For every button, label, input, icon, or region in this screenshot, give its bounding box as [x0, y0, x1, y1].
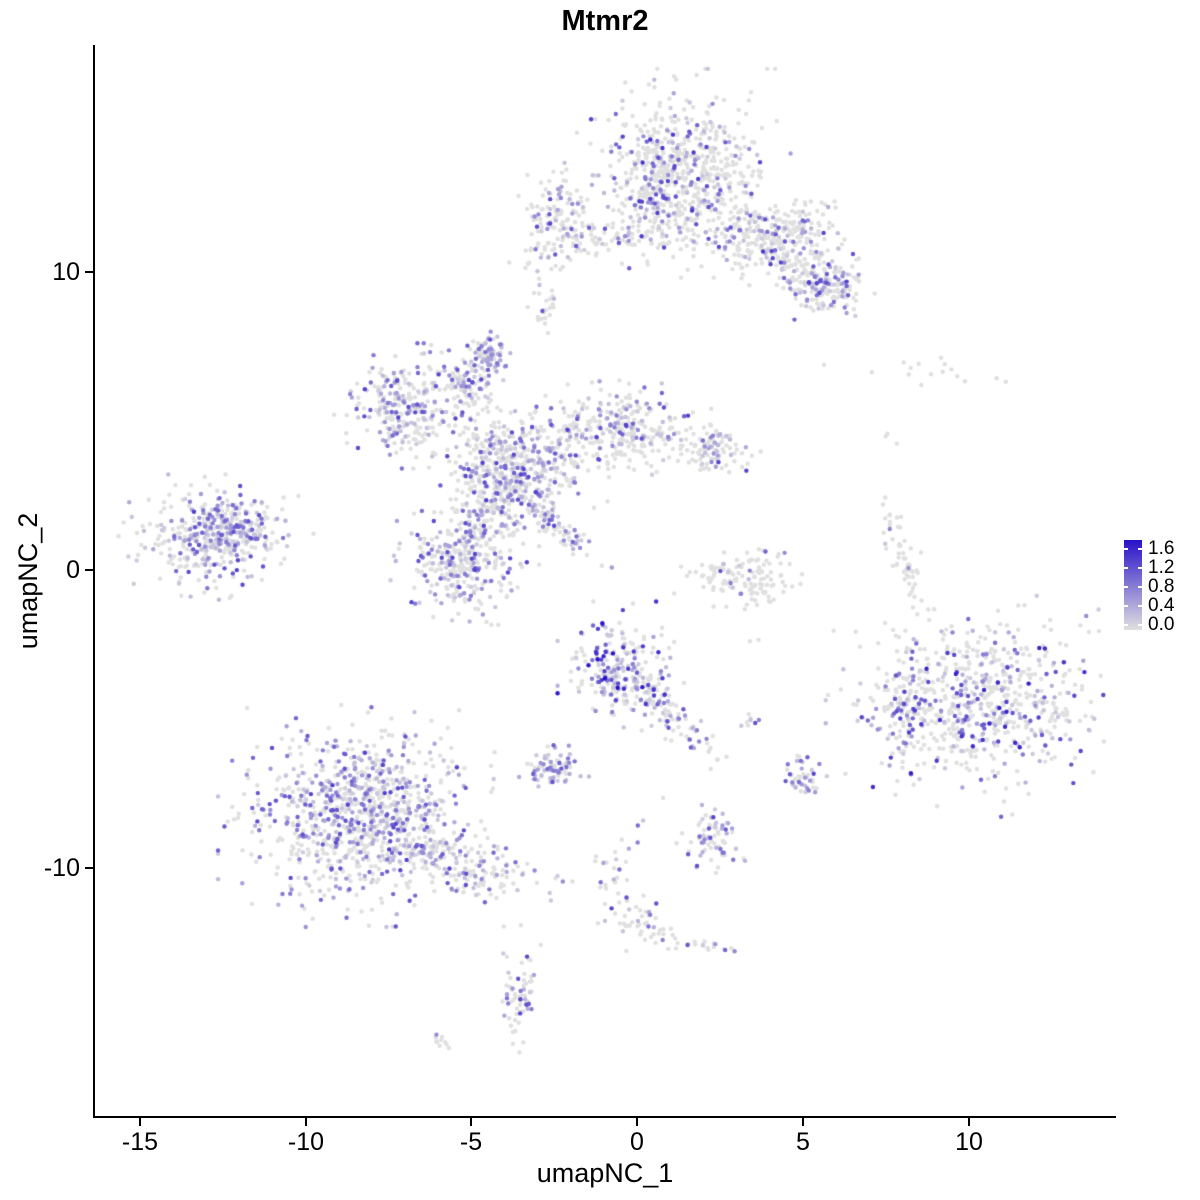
plot-title: Mtmr2 [561, 5, 649, 37]
x-tick-mark [968, 1118, 970, 1126]
legend-tick-mark [1124, 548, 1128, 550]
legend-tick-label: 1.2 [1148, 557, 1175, 578]
x-axis-title: umapNC_1 [536, 1158, 674, 1188]
legend-tick-label: 0.4 [1148, 595, 1175, 616]
legend-tick-mark [1124, 624, 1128, 626]
legend-tick-mark [1138, 605, 1142, 607]
y-axis-title: umapNC_2 [13, 512, 43, 650]
legend-tick-label: 1.6 [1148, 538, 1175, 559]
legend-tick-label: 0.0 [1148, 614, 1175, 635]
expression-colorbar-legend: 1.6 1.2 0.8 0.4 0.0 [1124, 538, 1200, 635]
x-tick-mark [470, 1118, 472, 1126]
y-axis-line [93, 45, 95, 1118]
x-tick-mark [139, 1118, 141, 1126]
legend-gradient [1124, 540, 1142, 630]
x-tick-label: 10 [955, 1128, 983, 1156]
y-tick-mark [85, 867, 93, 869]
y-tick-mark [85, 569, 93, 571]
x-tick-label: -5 [459, 1128, 483, 1156]
legend-tick-mark [1138, 624, 1142, 626]
x-tick-mark [802, 1118, 804, 1126]
legend-tick-mark [1138, 586, 1142, 588]
x-tick-mark [636, 1118, 638, 1126]
legend-tick-label: 0.8 [1148, 576, 1175, 597]
legend-tick-mark [1138, 567, 1142, 569]
x-tick-label: -15 [121, 1128, 159, 1156]
legend-tick-mark [1124, 586, 1128, 588]
y-tick-label: 0 [66, 556, 80, 584]
x-axis-line [93, 1116, 1116, 1118]
legend-tick-mark [1138, 548, 1142, 550]
x-tick-label: -10 [287, 1128, 325, 1156]
y-tick-label: 10 [52, 258, 80, 286]
x-tick-mark [305, 1118, 307, 1126]
legend-tick-mark [1124, 605, 1128, 607]
legend-tick-mark [1124, 567, 1128, 569]
y-tick-label: -10 [43, 854, 80, 882]
x-tick-label: 0 [630, 1128, 644, 1156]
y-tick-mark [85, 271, 93, 273]
x-tick-label: 5 [796, 1128, 810, 1156]
